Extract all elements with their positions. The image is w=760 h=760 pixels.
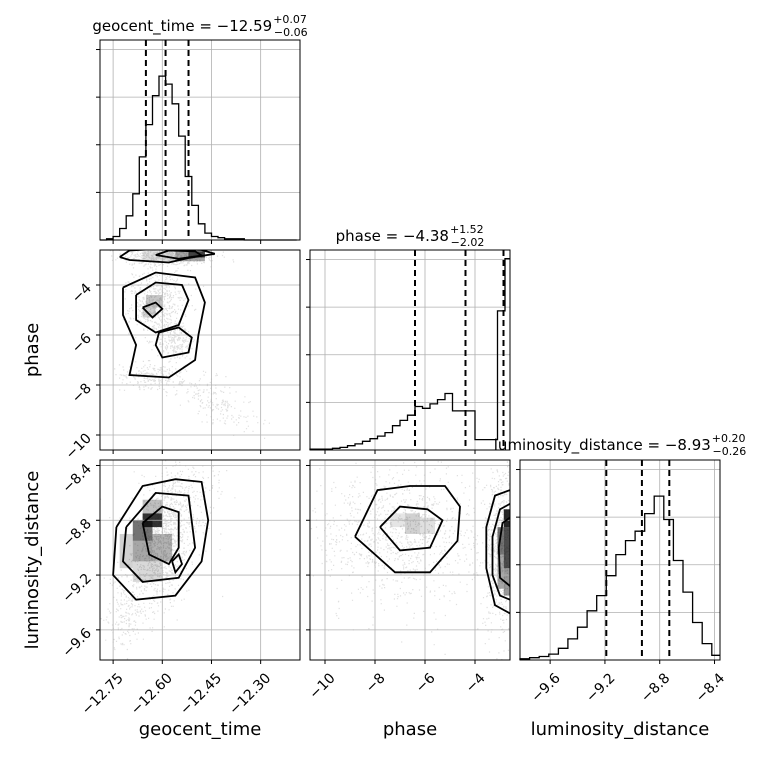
density-lumdist-geocent-cell-4: [119, 533, 133, 569]
scatter-luminosity-distance-vs-geocent-time: [100, 460, 236, 660]
contour-0-level-0: [119, 250, 216, 264]
density-lumdist-geocent-cell-2: [132, 540, 153, 562]
contour-2-level-2: [485, 489, 510, 615]
ytick-label-luminosity_distance-2: −8.8: [59, 516, 94, 551]
panel-frame-2-2: [519, 459, 721, 661]
density-lumdist-phase-cell-2: [420, 517, 435, 534]
contour-0-level-5: [122, 271, 206, 379]
density-lumdist-phase-cell-7: [503, 568, 510, 596]
contours-luminosity_distance-vs-geocent_time: [112, 478, 210, 601]
title-phase: phase = −4.38+1.52 −2.02: [336, 223, 485, 249]
contour-1-level-3: [171, 552, 184, 575]
xlabel-geocent-time: geocent_time: [139, 719, 262, 740]
xtick-label-phase-1: −8: [363, 670, 389, 696]
contour-0-level-1: [155, 250, 205, 260]
histogram-phase: [309, 258, 510, 450]
ytick-label-luminosity_distance-3: −8.4: [59, 461, 94, 496]
xlabel-luminosity-distance: luminosity_distance: [531, 719, 710, 740]
density-phase-geocent-cell-4: [142, 307, 156, 318]
scatter-luminosity-distance-vs-geocent-time-points: [100, 460, 236, 660]
contour-2-level-1: [379, 505, 444, 552]
xtick-label-geocent_time-0: −12.75: [79, 670, 127, 718]
panel-frame-1-2: [309, 459, 511, 661]
xtick-label-geocent_time-3: −12.30: [226, 670, 274, 718]
xlabel-phase: phase: [383, 719, 437, 740]
panel-frame-0-0: [99, 39, 301, 241]
ytick-label-phase-0: −10: [63, 431, 95, 463]
xtick-label-phase-0: −10: [306, 670, 338, 702]
title-luminosity-distance: luminosity_distance = −8.93+0.20 −0.26: [494, 432, 746, 458]
contours-phase-vs-geocent_time: [119, 250, 216, 379]
panel-frame-0-2: [99, 459, 301, 661]
density-lumdist-geocent-cell-5: [142, 499, 163, 514]
title-geocent-time: geocent_time = −12.59+0.07 −0.06: [92, 13, 307, 39]
ytick-label-phase-3: −4: [69, 280, 95, 306]
panel-frame-1-1: [309, 249, 511, 451]
xtick-label-luminosity_distance-0: −9.6: [528, 670, 563, 705]
contour-0-level-2: [135, 281, 190, 334]
ytick-label-luminosity_distance-1: −9.2: [59, 571, 94, 606]
ytick-label-phase-1: −8: [69, 381, 95, 407]
contour-0-level-4: [141, 301, 164, 319]
histogram-geocent_time: [100, 75, 297, 241]
contour-1-level-2: [112, 478, 210, 601]
density-lumdist-geocent-cell-6: [132, 561, 163, 582]
panel-frame-0-1: [99, 249, 301, 451]
contour-2-level-4: [497, 516, 510, 587]
density-lumdist-phase-cell-0: [405, 513, 420, 534]
xtick-label-luminosity_distance-2: −8.8: [638, 670, 673, 705]
xtick-label-geocent_time-1: −12.60: [128, 670, 176, 718]
density-lumdist-phase-cell-5: [503, 527, 510, 569]
ylabel-phase: phase: [22, 323, 43, 377]
histogram-luminosity_distance: [519, 495, 720, 660]
contour-1-level-1: [122, 491, 197, 583]
xtick-label-luminosity_distance-3: −8.4: [693, 670, 728, 705]
ytick-label-luminosity_distance-0: −9.6: [59, 625, 94, 660]
density-phase-geocent-cell-2: [188, 251, 205, 258]
ytick-label-phase-2: −6: [69, 330, 95, 356]
ylabel-luminosity-distance: luminosity_distance: [22, 471, 43, 650]
contour-0-level-3: [154, 326, 193, 359]
contours-luminosity_distance-vs-phase: [354, 485, 510, 615]
xtick-label-phase-2: −6: [413, 670, 439, 696]
density-lumdist-phase-cell-3: [503, 509, 510, 528]
xtick-label-geocent_time-2: −12.45: [177, 670, 225, 718]
contour-1-level-0: [141, 505, 180, 566]
contour-2-level-3: [491, 503, 510, 601]
xtick-label-phase-3: −4: [463, 670, 489, 696]
contour-2-level-0: [354, 485, 461, 574]
xtick-label-luminosity_distance-1: −9.2: [583, 670, 618, 705]
